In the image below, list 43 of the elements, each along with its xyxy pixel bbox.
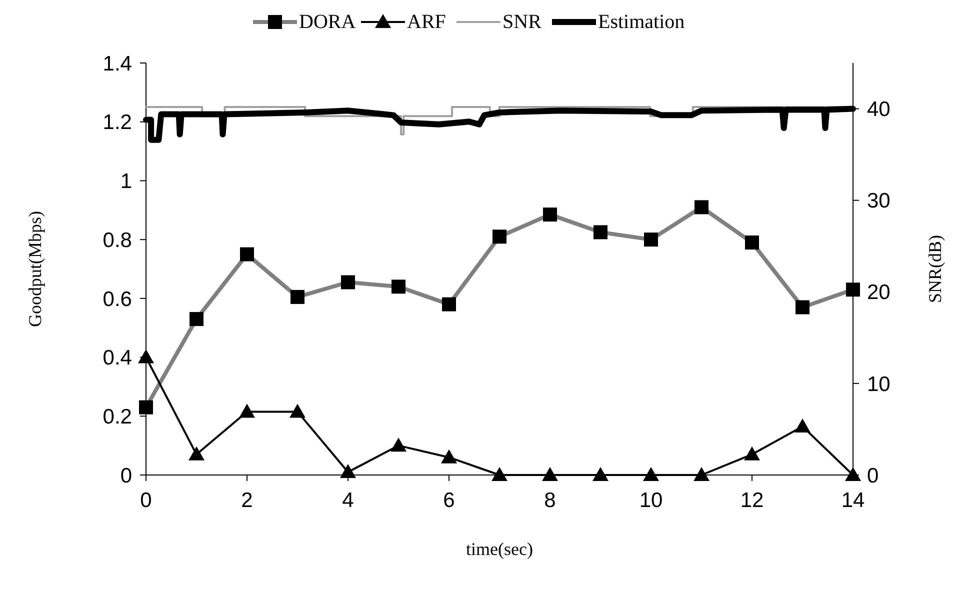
point xyxy=(694,467,710,481)
y-tick-label: 0.6 xyxy=(102,288,132,311)
point xyxy=(592,467,608,481)
y2-tick-label: 40 xyxy=(867,98,890,122)
x-tick-label: 4 xyxy=(342,489,354,512)
y2-axis-title: SNR(dB) xyxy=(925,234,945,304)
x-tick-label: 14 xyxy=(841,489,865,512)
point xyxy=(643,467,659,481)
x-tick-label: 12 xyxy=(740,489,764,512)
y-tick-label: 0 xyxy=(120,464,132,488)
y2-tick-label: 10 xyxy=(867,372,890,396)
x-tick-label: 10 xyxy=(639,489,663,512)
x-tick-label: 2 xyxy=(241,489,253,512)
point xyxy=(340,464,356,478)
y-tick-label: 1.4 xyxy=(102,52,132,76)
point xyxy=(542,467,558,481)
legend-label: DORA xyxy=(299,11,356,33)
y-tick-label: 1 xyxy=(120,170,132,194)
y2-tick-label: 30 xyxy=(867,190,890,213)
legend-label: Estimation xyxy=(598,11,685,33)
y-tick-label: 0.2 xyxy=(102,405,132,428)
legend-label: ARF xyxy=(407,11,446,33)
point xyxy=(188,446,204,460)
point xyxy=(794,418,810,432)
point xyxy=(744,446,760,460)
point xyxy=(492,467,508,481)
legend-label: SNR xyxy=(502,11,542,33)
point xyxy=(290,404,306,418)
y-tick-label: 0.8 xyxy=(102,228,132,252)
y2-tick-label: 0 xyxy=(867,464,879,488)
y-tick-label: 1.2 xyxy=(102,111,132,134)
point xyxy=(138,349,154,364)
point xyxy=(390,438,406,452)
x-axis-title: time(sec) xyxy=(466,539,533,559)
y2-tick-label: 20 xyxy=(867,281,890,304)
y-tick-label: 0.4 xyxy=(102,346,132,370)
point xyxy=(239,404,255,418)
x-tick-label: 6 xyxy=(443,489,455,512)
x-tick-label: 8 xyxy=(544,489,556,512)
point xyxy=(845,467,861,481)
y-axis-title: Goodput(Mbps) xyxy=(25,210,45,327)
point xyxy=(441,449,457,464)
x-tick-label: 0 xyxy=(140,489,152,512)
